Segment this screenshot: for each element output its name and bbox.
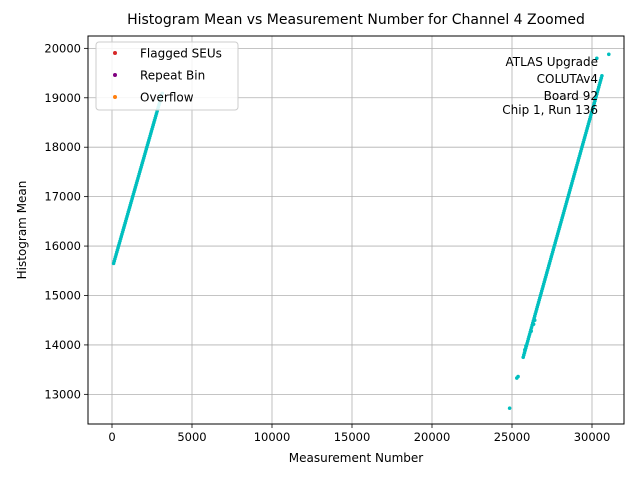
- x-tick-label: 20000: [414, 430, 451, 444]
- annotation-line-1: ATLAS Upgrade: [505, 55, 598, 69]
- legend: Flagged SEUs Repeat Bin Overflow: [95, 41, 239, 111]
- y-tick-label: 17000: [44, 190, 81, 204]
- x-tick-label: 25000: [494, 430, 531, 444]
- legend-label-overflow: Overflow: [140, 91, 194, 105]
- legend-label-repeat-bin: Repeat Bin: [140, 69, 205, 83]
- data-point: [523, 348, 527, 352]
- x-axis-label: Measurement Number: [289, 451, 423, 465]
- y-tick-label: 20000: [44, 41, 81, 55]
- x-tick-label: 15000: [334, 430, 371, 444]
- run-annotation: ATLAS Upgrade COLUTAv4 Board 92 Chip 1, …: [502, 55, 598, 117]
- data-point: [600, 73, 604, 78]
- legend-marker-repeat-bin: [113, 73, 117, 77]
- annotation-line-3: Board 92: [544, 89, 598, 103]
- y-tick-label: 16000: [44, 239, 81, 253]
- y-tick-label: 14000: [44, 338, 81, 352]
- plot-area-frame: [87, 35, 625, 425]
- data-point: [516, 374, 520, 379]
- x-tick-label: 10000: [254, 430, 291, 444]
- annotation-line-4: Chip 1, Run 136: [502, 103, 598, 117]
- data-point: [607, 52, 611, 57]
- data-point: [531, 322, 536, 326]
- data-point: [595, 56, 599, 61]
- x-tick-label: 30000: [574, 430, 611, 444]
- y-axis-label: Histogram Mean: [15, 181, 29, 280]
- y-tick-label: 18000: [44, 140, 81, 154]
- legend-marker-overflow: [113, 95, 117, 99]
- legend-label-flagged: Flagged SEUs: [140, 47, 222, 61]
- data-point: [524, 344, 528, 348]
- x-tick-label: 5000: [177, 430, 206, 444]
- data-point: [532, 318, 537, 323]
- grid-lines: [88, 36, 624, 424]
- annotation-line-2: COLUTAv4: [537, 72, 598, 86]
- legend-box: [95, 41, 239, 111]
- x-axis-ticks: 0 5000 10000 15000 20000 25000 30000: [108, 424, 610, 444]
- y-tick-label: 13000: [44, 387, 81, 401]
- x-tick-label: 0: [108, 430, 115, 444]
- y-tick-label: 15000: [44, 288, 81, 302]
- chart-title: Histogram Mean vs Measurement Number for…: [127, 12, 585, 28]
- legend-marker-flagged: [113, 51, 117, 55]
- data-point: [507, 406, 512, 410]
- data-point: [529, 329, 533, 333]
- y-axis-ticks: 13000 14000 15000 16000 17000 18000 19000 20000: [44, 41, 88, 401]
- y-tick-label: 19000: [44, 91, 81, 105]
